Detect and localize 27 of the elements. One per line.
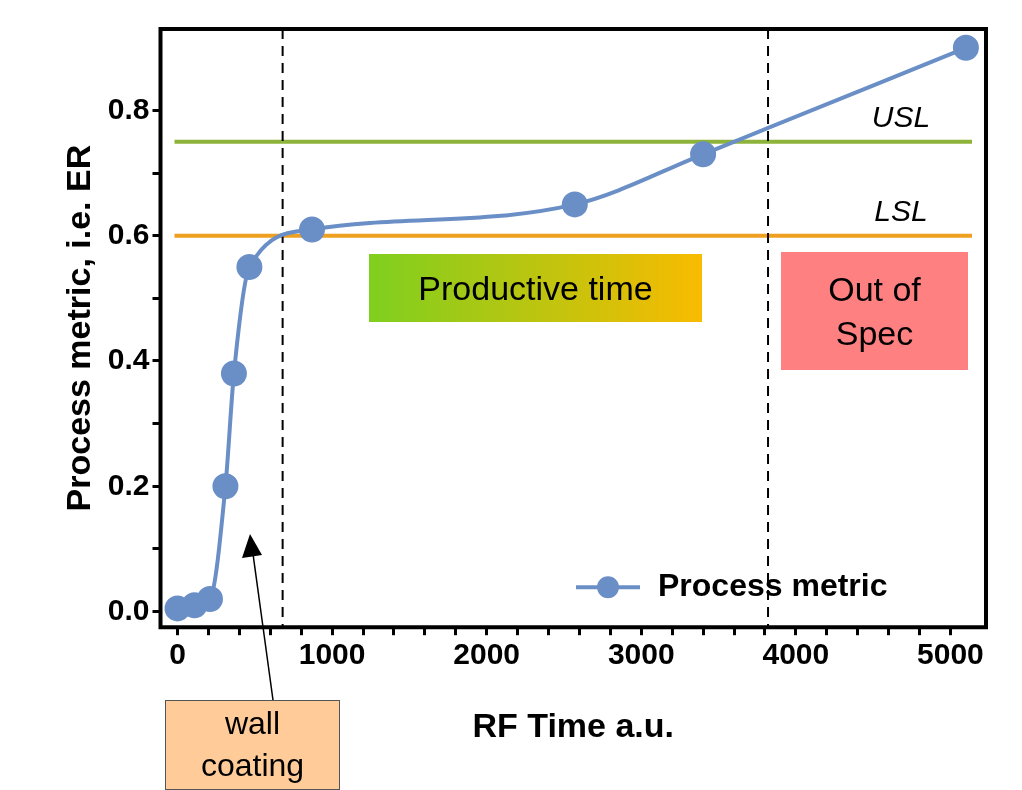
y-tick-label: 0.2 [107, 467, 150, 501]
text: wall coating [165, 700, 340, 790]
ref-line-label: USL [871, 100, 931, 134]
x-tick-label: 3000 [607, 637, 675, 671]
point [220, 360, 247, 387]
legend-label: Process metric [658, 567, 888, 604]
y-tick-label: 0.6 [107, 216, 150, 250]
x-tick-label: 1000 [298, 637, 366, 671]
ref-line-label: LSL [874, 194, 928, 228]
point [690, 141, 717, 168]
x-tick-label: 2000 [453, 637, 521, 671]
y-axis-title: Process metric, i.e. ER [58, 144, 97, 512]
point [952, 34, 979, 61]
point [299, 216, 325, 243]
x-tick-label: 5000 [917, 637, 984, 671]
point [561, 191, 588, 218]
y-tick-label: 0.8 [107, 91, 150, 125]
x-tick-label: 4000 [762, 637, 830, 671]
point [236, 254, 263, 281]
y-tick-label: 0.0 [107, 592, 150, 626]
annotation: Productive time [369, 254, 702, 322]
y-tick-label: 0.4 [107, 342, 150, 376]
point [212, 473, 239, 500]
x-tick-label: 0 [169, 637, 186, 671]
annotation: Out of Spec [781, 252, 968, 370]
x-axis-title: RF Time a.u. [472, 705, 675, 744]
point [196, 586, 223, 613]
